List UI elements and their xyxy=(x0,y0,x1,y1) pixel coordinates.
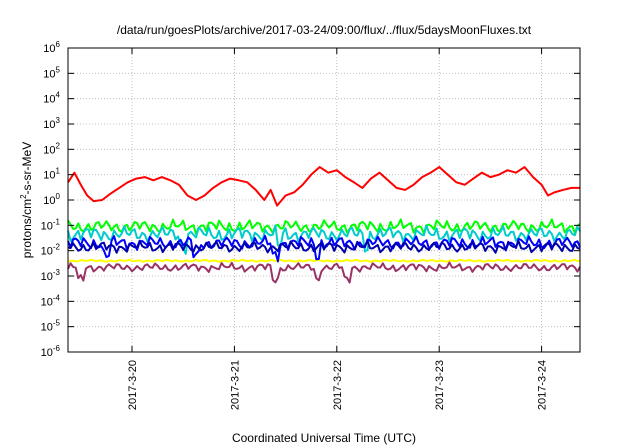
y-tick-exponent: 1 xyxy=(56,167,61,176)
y-tick-base: 10 xyxy=(43,144,55,156)
y-tick-base: 10 xyxy=(43,43,55,55)
y-tick-exponent: 4 xyxy=(56,91,61,100)
y-tick-label: 10-1 xyxy=(41,217,61,232)
y-tick-base: 10 xyxy=(41,322,53,334)
x-tick-label: 2017-3-21 xyxy=(229,360,241,410)
y-tick-label: 10-6 xyxy=(41,344,61,359)
y-axis-label: protons/cm2-s-sr-MeV xyxy=(19,142,34,258)
x-tick-label: 2017-3-24 xyxy=(537,360,549,410)
y-tick-base: 10 xyxy=(41,296,53,308)
y-tick-exponent: -6 xyxy=(53,344,61,353)
y-axis-label-superscript: 2 xyxy=(19,194,28,199)
y-tick-label: 101 xyxy=(43,167,60,182)
series-line-0 xyxy=(67,166,580,207)
y-tick-base: 10 xyxy=(43,68,55,80)
y-tick-base: 10 xyxy=(43,195,55,207)
y-tick-label: 103 xyxy=(43,116,60,131)
grid-lines xyxy=(68,48,580,352)
y-axis-ticks: 10-610-510-410-310-210-11001011021031041… xyxy=(41,40,580,359)
chart-title: /data/run/goesPlots/archive/2017-03-24/0… xyxy=(117,23,532,37)
series-line-2 xyxy=(67,261,581,284)
series-line-4 xyxy=(67,224,581,255)
y-tick-base: 10 xyxy=(41,347,53,359)
y-tick-exponent: -1 xyxy=(53,217,61,226)
y-tick-exponent: -5 xyxy=(53,319,61,328)
y-tick-label: 10-4 xyxy=(41,293,61,308)
x-tick-label: 2017-3-22 xyxy=(332,360,344,410)
y-tick-label: 106 xyxy=(43,40,60,55)
y-tick-exponent: -2 xyxy=(53,243,61,252)
y-tick-exponent: 5 xyxy=(56,65,61,74)
series-layer xyxy=(67,166,581,284)
y-tick-label: 104 xyxy=(43,91,60,106)
y-tick-base: 10 xyxy=(43,170,55,182)
y-tick-label: 10-2 xyxy=(41,243,61,258)
y-tick-label: 102 xyxy=(43,141,60,156)
y-tick-label: 10-3 xyxy=(41,268,61,283)
y-tick-exponent: -3 xyxy=(53,268,61,277)
y-tick-base: 10 xyxy=(41,220,53,232)
y-tick-exponent: 2 xyxy=(56,141,61,150)
y-tick-base: 10 xyxy=(43,94,55,106)
series-line-1 xyxy=(67,258,581,263)
y-tick-label: 105 xyxy=(43,65,60,80)
y-tick-base: 10 xyxy=(41,246,53,258)
y-tick-base: 10 xyxy=(43,119,55,131)
series-line-6 xyxy=(67,239,581,254)
y-tick-exponent: -4 xyxy=(53,293,61,302)
y-tick-label: 10-5 xyxy=(41,319,61,334)
series-line-3 xyxy=(67,218,581,235)
y-axis-label-prefix: protons/cm xyxy=(20,199,34,258)
x-axis-label: Coordinated Universal Time (UTC) xyxy=(232,431,416,445)
x-tick-label: 2017-3-20 xyxy=(127,360,139,410)
x-axis-ticks: 2017-3-20 2017-3-21 2017-3-22 2017-3-23 2017… xyxy=(127,48,549,410)
y-tick-exponent: 0 xyxy=(56,192,61,201)
y-axis-label-suffix: -s-sr-MeV xyxy=(20,142,34,195)
y-tick-exponent: 6 xyxy=(56,40,61,49)
y-tick-base: 10 xyxy=(41,271,53,283)
y-tick-exponent: 3 xyxy=(56,116,61,125)
y-tick-label: 100 xyxy=(43,192,60,207)
x-tick-label: 2017-3-23 xyxy=(434,360,446,410)
